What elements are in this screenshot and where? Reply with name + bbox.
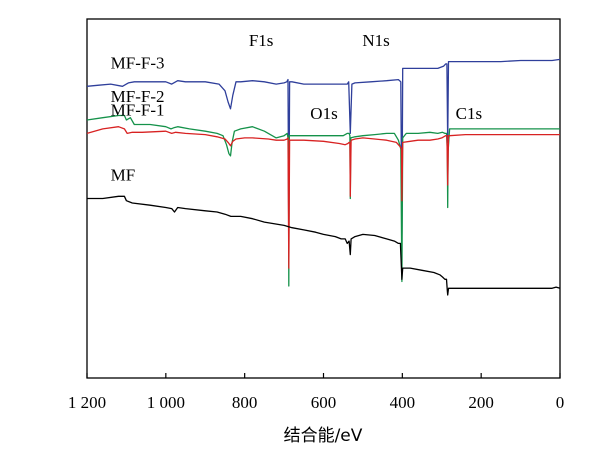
series-label: MF-F-2 — [111, 87, 165, 106]
peak-label: O1s — [310, 104, 337, 123]
series-label: MF — [111, 166, 136, 185]
peak-label: C1s — [456, 104, 482, 123]
series-layer — [86, 58, 561, 296]
x-axis-ticks — [86, 373, 561, 378]
plot-frame — [86, 18, 561, 379]
series-label: MF-F-1 — [111, 100, 165, 119]
x-tick-label: 400 — [390, 393, 416, 412]
peak-label: F1s — [249, 31, 274, 50]
label-layer: MF-F-3 MF-F-2MF-F-1 MF F1s N1s O1s C1s — [111, 31, 482, 185]
x-tick-label: 600 — [311, 393, 337, 412]
series-line-mf-f-1 — [86, 126, 560, 269]
x-axis-tick-labels: 1 200 1 000 800 600 400 200 0 — [68, 393, 564, 412]
x-tick-label: 1 000 — [147, 393, 185, 412]
x-tick-label: 800 — [232, 393, 258, 412]
series-line-mf-f-2 — [86, 114, 560, 287]
x-tick-label: 1 200 — [68, 393, 106, 412]
series-line-mf-f-3 — [86, 58, 561, 245]
x-tick-label: 200 — [468, 393, 494, 412]
x-axis-title: 结合能/eV — [284, 426, 363, 446]
series-line-mf — [87, 195, 561, 296]
peak-label: N1s — [362, 31, 389, 50]
series-label: MF-F-3 — [111, 53, 165, 72]
x-tick-label: 0 — [556, 393, 565, 412]
